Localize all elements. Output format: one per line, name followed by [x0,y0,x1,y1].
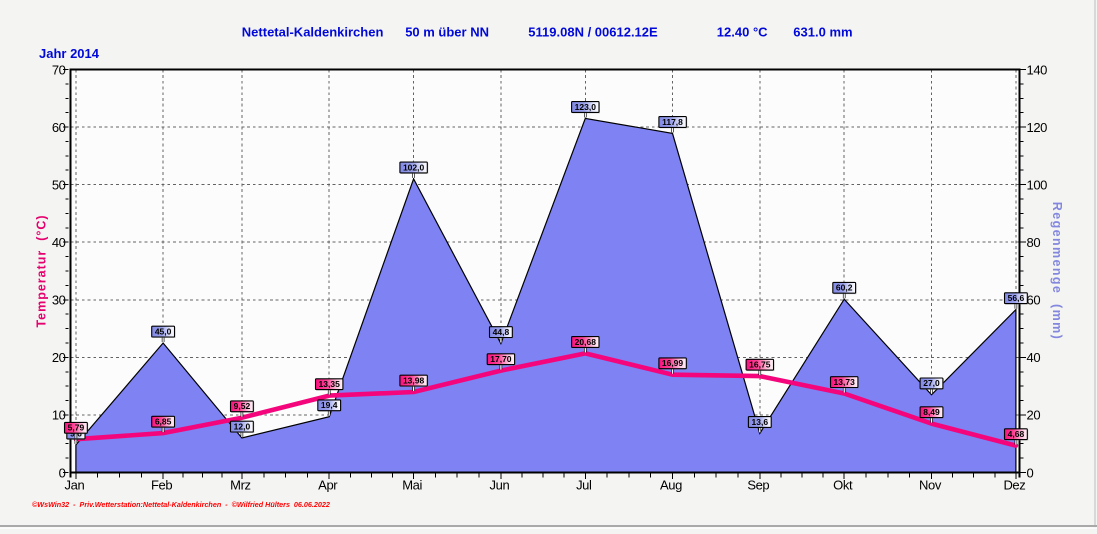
svg-text:117,8: 117,8 [662,117,683,127]
svg-text:10: 10 [52,408,66,423]
svg-text:631.0 mm: 631.0 mm [793,24,852,39]
svg-text:27,0: 27,0 [923,378,940,388]
svg-text:12.40 °C: 12.40 °C [717,24,768,39]
svg-text:5,79: 5,79 [68,423,85,433]
svg-text:8,49: 8,49 [923,407,940,417]
svg-text:Mai: Mai [402,478,422,493]
svg-text:Jan: Jan [65,478,85,493]
svg-text:40: 40 [1027,350,1041,365]
svg-text:Regenmenge (mm): Regenmenge (mm) [1050,202,1064,340]
svg-text:6,85: 6,85 [155,417,172,427]
svg-text:20: 20 [52,350,66,365]
svg-text:20,68: 20,68 [575,337,597,347]
svg-text:44,8: 44,8 [493,327,510,337]
svg-text:56,6: 56,6 [1008,293,1025,303]
svg-text:Feb: Feb [151,478,172,493]
svg-text:50: 50 [52,177,66,192]
svg-text:70: 70 [52,62,66,77]
svg-text:13,35: 13,35 [319,379,341,389]
svg-text:60,2: 60,2 [836,283,853,293]
svg-text:Apr: Apr [318,478,338,493]
svg-text:5119.08N / 00612.12E: 5119.08N / 00612.12E [528,24,658,39]
svg-text:13,98: 13,98 [403,375,425,385]
svg-text:Okt: Okt [833,478,853,493]
svg-text:120: 120 [1027,120,1048,135]
svg-text:40: 40 [52,235,66,250]
svg-text:Jul: Jul [576,478,592,493]
svg-text:4,68: 4,68 [1008,429,1025,439]
svg-text:0: 0 [59,465,66,480]
svg-text:©WsWin32 - Priv.Wetterstatio: ©WsWin32 - Priv.Wetterstation:Nettetal-K… [32,500,330,509]
svg-text:102,0: 102,0 [403,162,425,172]
svg-text:140: 140 [1027,62,1048,77]
svg-text:13,6: 13,6 [752,417,769,427]
svg-text:16,75: 16,75 [749,360,771,370]
svg-text:13,73: 13,73 [834,377,856,387]
svg-text:Nettetal-Kaldenkirchen: Nettetal-Kaldenkirchen [242,24,384,39]
svg-text:Nov: Nov [919,478,942,493]
svg-text:16,99: 16,99 [662,358,684,368]
svg-text:0: 0 [1027,465,1034,480]
svg-text:Jahr 2014: Jahr 2014 [39,46,100,61]
svg-text:Aug: Aug [660,478,682,493]
svg-text:Sep: Sep [747,478,769,493]
svg-text:45,0: 45,0 [155,326,172,336]
svg-text:50 m über NN: 50 m über NN [405,24,489,39]
svg-text:20: 20 [1027,408,1041,423]
svg-text:60: 60 [52,120,66,135]
svg-text:12,0: 12,0 [234,421,251,431]
svg-text:123,0: 123,0 [575,102,597,112]
svg-text:Jun: Jun [490,478,510,493]
svg-text:80: 80 [1027,235,1041,250]
svg-text:100: 100 [1027,177,1048,192]
svg-text:60: 60 [1027,293,1041,308]
svg-text:Mrz: Mrz [230,478,250,493]
svg-text:9,52: 9,52 [234,401,251,411]
svg-text:Dez: Dez [1003,478,1025,493]
svg-text:19,4: 19,4 [321,400,338,410]
svg-text:30: 30 [52,293,66,308]
svg-text:Temperatur (°C): Temperatur (°C) [34,214,48,327]
svg-text:17,70: 17,70 [490,354,512,364]
